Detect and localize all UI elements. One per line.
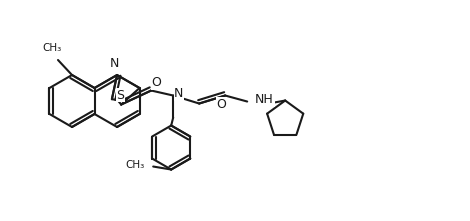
Text: O: O: [216, 98, 226, 111]
Text: N: N: [110, 57, 119, 70]
Text: O: O: [151, 76, 161, 89]
Text: CH₃: CH₃: [42, 43, 62, 53]
Text: NH: NH: [255, 93, 274, 106]
Text: CH₃: CH₃: [125, 160, 144, 170]
Text: S: S: [117, 89, 125, 102]
Text: N: N: [174, 87, 184, 100]
